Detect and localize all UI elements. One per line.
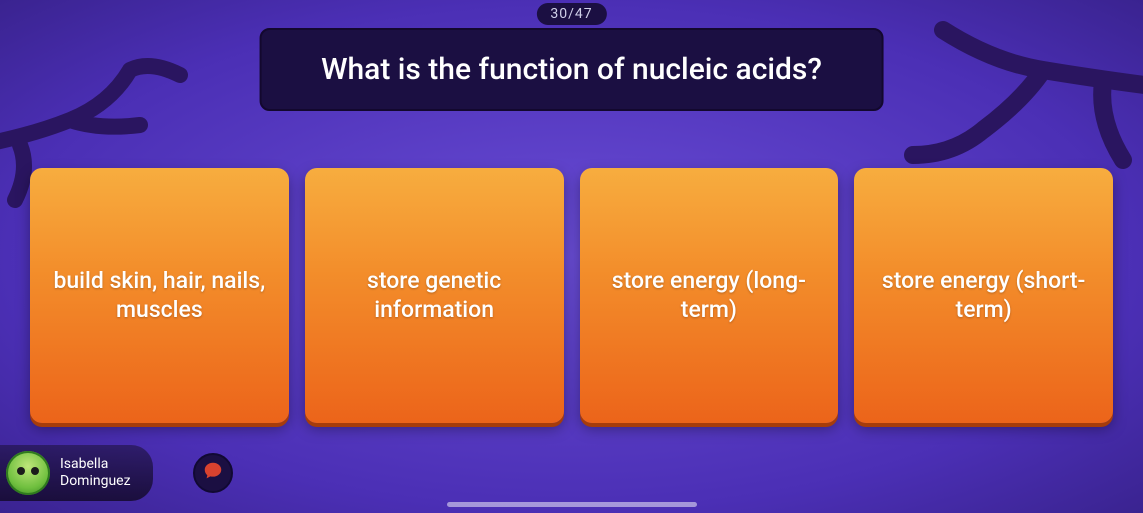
player-name: Isabella Dominguez — [60, 456, 131, 490]
player-bar: Isabella Dominguez — [0, 437, 1143, 509]
progress-counter: 30/47 — [536, 3, 606, 25]
answer-text: build skin, hair, nails, muscles — [50, 267, 269, 325]
emote-button[interactable] — [193, 453, 233, 493]
answer-option-2[interactable]: store genetic information — [305, 168, 564, 423]
player-first-name: Isabella — [60, 456, 131, 473]
answer-text: store energy (long-term) — [600, 267, 819, 325]
chat-emote-icon — [202, 460, 224, 486]
answer-option-4[interactable]: store energy (short-term) — [854, 168, 1113, 423]
answer-option-1[interactable]: build skin, hair, nails, muscles — [30, 168, 289, 423]
question-text: What is the function of nucleic acids? — [321, 52, 822, 87]
answer-text: store energy (short-term) — [874, 267, 1093, 325]
player-avatar-icon — [6, 451, 50, 495]
player-chip[interactable]: Isabella Dominguez — [0, 445, 153, 501]
progress-label: 30/47 — [550, 6, 592, 22]
question-box: What is the function of nucleic acids? — [259, 28, 884, 111]
answer-option-3[interactable]: store energy (long-term) — [580, 168, 839, 423]
home-indicator — [447, 502, 697, 507]
answer-grid: build skin, hair, nails, muscles store g… — [30, 168, 1113, 423]
answer-text: store genetic information — [325, 267, 544, 325]
player-last-name: Dominguez — [60, 473, 131, 490]
